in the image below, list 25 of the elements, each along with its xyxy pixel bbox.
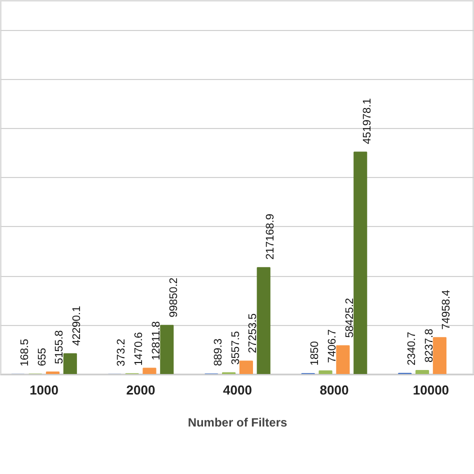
x-tick-label: 2000 (126, 382, 156, 398)
data-label: 373.2 (116, 338, 128, 366)
x-tick-label: 1000 (30, 382, 58, 398)
data-label: 168.5 (18, 338, 31, 366)
data-label: 1850 (309, 341, 322, 366)
data-label: 7406.7 (326, 329, 339, 363)
data-label: 99850.2 (168, 278, 180, 318)
data-label: 1470.6 (133, 332, 146, 366)
data-label: 3557.5 (230, 331, 242, 365)
data-label: 655 (36, 348, 48, 366)
data-label: 8237.8 (423, 328, 436, 362)
data-label: 2340.7 (406, 332, 418, 366)
data-label: 451978.1 (361, 98, 374, 144)
data-label: 889.3 (212, 338, 224, 366)
data-label: 27253.5 (247, 313, 260, 354)
data-label: 217168.9 (264, 214, 277, 260)
x-tick-label: 4000 (223, 382, 252, 398)
data-label: 74958.4 (440, 290, 453, 330)
data-label: 12811.8 (150, 321, 162, 360)
data-label: 5155.8 (54, 330, 66, 364)
data-label: 58425.2 (344, 298, 356, 338)
x-tick-label: 8000 (320, 382, 349, 398)
data-label: 42290.1 (71, 306, 84, 346)
x-axis-title: Number of Filters (188, 416, 288, 430)
x-tick-label: 10000 (412, 382, 450, 398)
